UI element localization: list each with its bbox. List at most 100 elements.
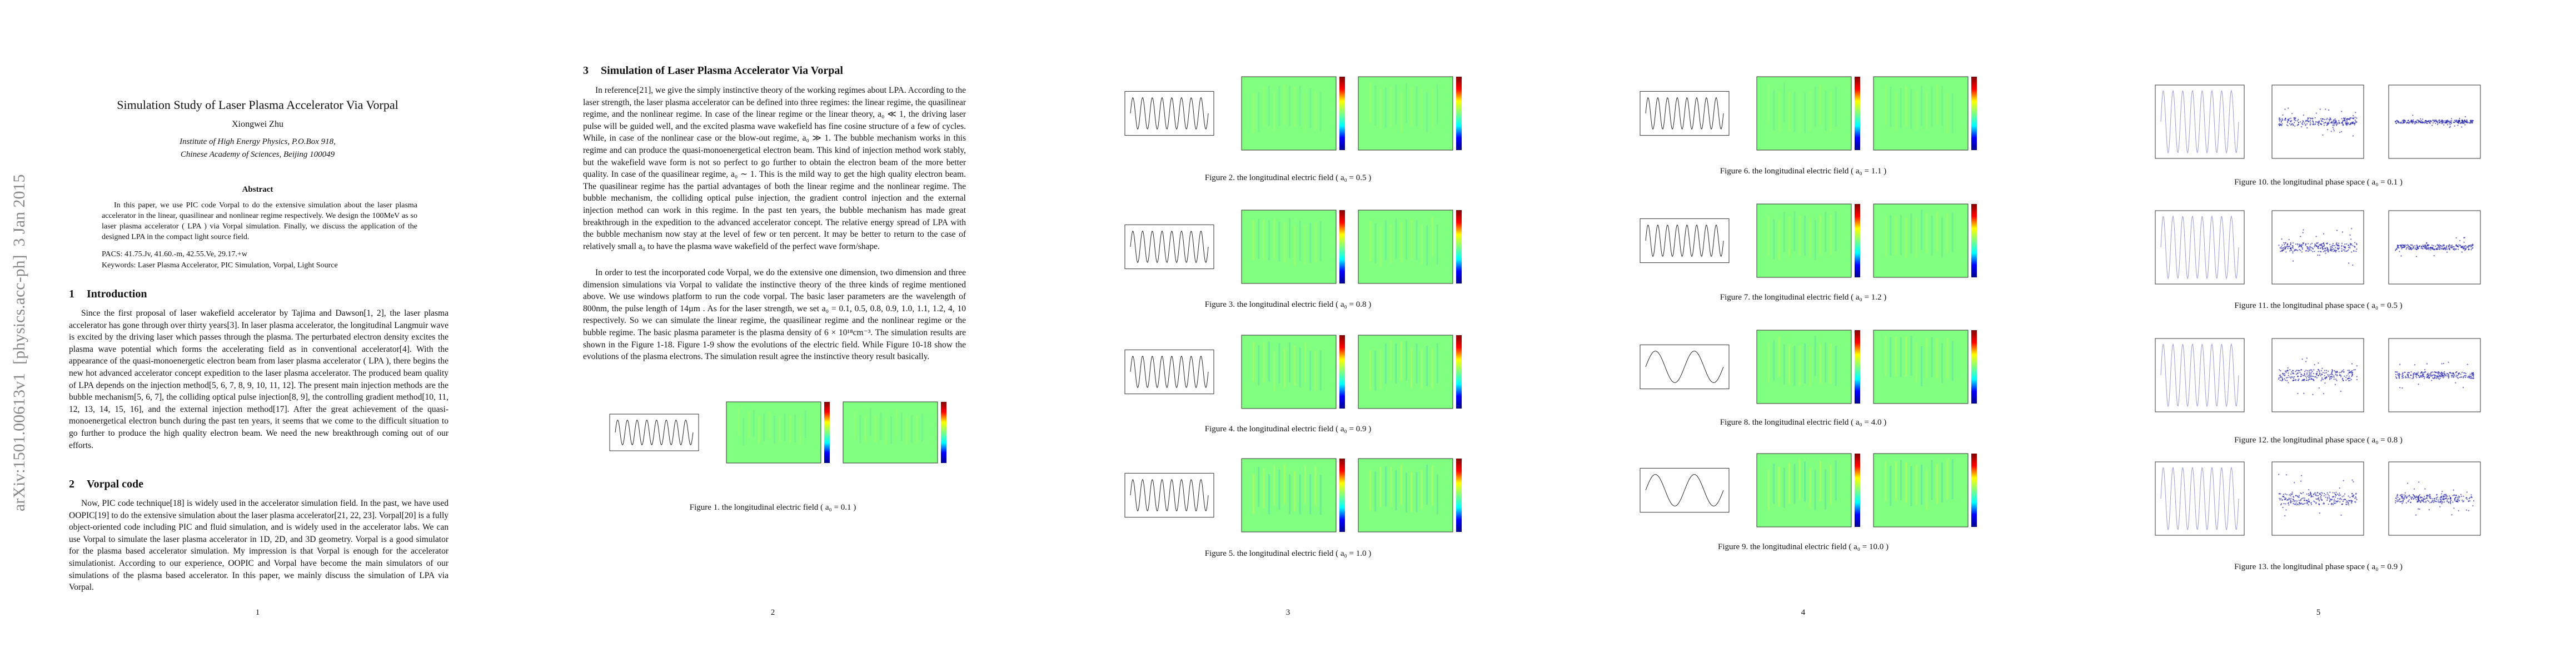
scatter-dot	[2341, 496, 2343, 497]
field-stripe	[1319, 350, 1322, 391]
scatter-dot	[2303, 115, 2304, 116]
field-map	[1358, 210, 1453, 284]
field-stripe	[1946, 212, 1949, 253]
scatter-dot	[2340, 390, 2341, 392]
scatter-dot	[2446, 248, 2448, 250]
field-stripe	[1426, 225, 1428, 266]
figure	[2155, 461, 2481, 536]
scatter-dot	[2306, 248, 2308, 250]
scatter-dot	[2414, 248, 2416, 250]
scatter-dot	[2450, 246, 2452, 248]
field-stripe	[1809, 218, 1811, 258]
scatter-dot	[2442, 245, 2444, 246]
scatter-dot	[2414, 245, 2416, 247]
scatter-dot	[2283, 373, 2284, 375]
field-stripe	[779, 416, 781, 444]
scatter-dot	[2421, 372, 2423, 374]
scatter-dot	[2333, 502, 2335, 504]
scatter-dot	[2316, 498, 2318, 500]
field-stripe	[1931, 215, 1933, 256]
scatter-dot	[2308, 121, 2310, 122]
field-stripe	[1936, 84, 1938, 125]
field-stripe	[1778, 336, 1780, 377]
scatter-dot	[2423, 377, 2425, 380]
field-stripe	[1390, 223, 1392, 264]
scatter-dot	[2469, 377, 2471, 379]
scatter-dot	[2312, 251, 2314, 252]
figure-caption: Figure 12. the longitudinal phase space …	[2234, 436, 2403, 445]
scatter-dot	[2439, 246, 2440, 248]
field-stripe	[1825, 342, 1827, 383]
scatter-dot	[2452, 495, 2454, 496]
field-stripe	[1830, 344, 1832, 384]
scatter-dot	[2403, 377, 2404, 379]
scatter-dot	[2341, 231, 2344, 233]
scatter-dot	[2457, 125, 2459, 126]
scatter-dot	[2397, 500, 2399, 502]
scatter-dot	[2331, 249, 2333, 251]
scatter-dot	[2299, 248, 2300, 251]
scatter-dot	[2309, 246, 2311, 248]
scatter-dot	[2355, 493, 2357, 495]
scatter-dot	[2449, 495, 2450, 497]
scatter-dot	[2443, 495, 2444, 497]
scatter-dot	[2308, 247, 2310, 248]
colorbar	[1855, 454, 1860, 527]
scatter-dot	[2442, 121, 2444, 123]
scatter-dot	[2455, 494, 2457, 496]
scatter-dot	[2324, 492, 2325, 495]
scatter-dot	[2297, 250, 2299, 252]
scatter-dot	[2455, 371, 2458, 373]
figure	[1640, 76, 1977, 151]
scatter-dot	[2280, 370, 2281, 372]
scatter-dot	[2286, 494, 2288, 496]
scatter-dot	[2308, 498, 2310, 500]
scatter-dot	[2325, 496, 2326, 498]
scatter-dot	[2464, 372, 2466, 374]
scatter-dot	[2312, 248, 2314, 250]
scatter-dot	[2336, 122, 2338, 124]
scatter-dot	[2291, 371, 2293, 373]
scatter-dot	[2318, 387, 2320, 389]
scatter-dot	[2468, 375, 2469, 377]
scatter-dot	[2428, 247, 2430, 249]
field-stripe	[1835, 86, 1837, 127]
scatter-dot	[2291, 494, 2293, 495]
field-stripe	[1905, 218, 1907, 258]
scatter-dot	[2443, 244, 2445, 246]
scatter-dot	[2301, 497, 2303, 500]
scatter-dot	[2293, 500, 2295, 501]
scatter-dot	[2302, 120, 2304, 122]
scatter-dot	[2416, 244, 2418, 246]
scatter-dot	[2433, 499, 2435, 501]
field-stripe	[1421, 89, 1423, 130]
scatter-dot	[2300, 502, 2303, 504]
figure-caption: Figure 8. the longitudinal electric fiel…	[1720, 418, 1887, 427]
scatter-dot	[2401, 502, 2403, 505]
scatter-dot	[2289, 376, 2291, 378]
scatter-dot	[2396, 495, 2398, 497]
scatter-dot	[2334, 123, 2336, 125]
plot-line	[2160, 466, 2239, 531]
scatter-dot	[2291, 113, 2293, 115]
scatter-dot	[2279, 247, 2281, 249]
field-map	[1873, 203, 1969, 278]
scatter-dot	[2420, 496, 2422, 499]
scatter-dot	[2325, 372, 2328, 374]
scatter-dot	[2284, 243, 2285, 246]
scatter-dot	[2287, 376, 2289, 379]
scatter-dot	[2353, 250, 2355, 252]
scatter-dot	[2407, 372, 2409, 374]
scatter-dot	[2436, 494, 2438, 495]
scatter-dot	[2324, 378, 2326, 380]
scatter-dot	[2332, 243, 2334, 245]
scatter-dot	[2309, 124, 2311, 126]
field-stripe	[1304, 464, 1306, 505]
scatter-dot	[2353, 481, 2354, 482]
scatter-dot	[2355, 496, 2356, 497]
scatter-dot	[2404, 371, 2405, 374]
scatter-dot	[2323, 495, 2325, 497]
scatter-dot	[2458, 510, 2459, 511]
scatter-dot	[2427, 495, 2429, 497]
scatter-dot	[2344, 120, 2345, 122]
